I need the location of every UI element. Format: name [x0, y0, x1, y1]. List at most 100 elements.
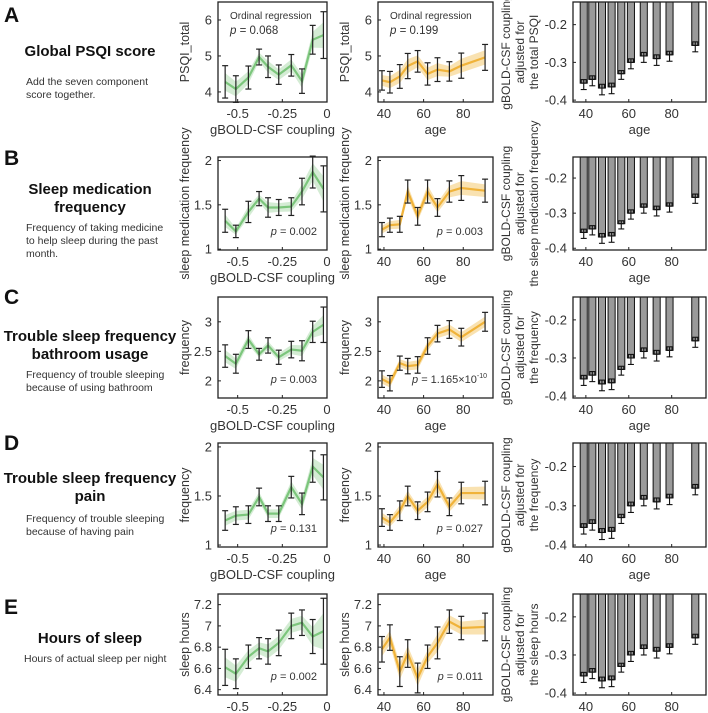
- bar: [652, 296, 661, 355]
- x-tick-label: -0.5: [226, 254, 248, 269]
- panel-description-a: Add the seven component score together.: [26, 76, 149, 101]
- y-tick-label: 5: [205, 48, 212, 63]
- x-axis-label: age: [629, 567, 651, 582]
- bar: [597, 296, 606, 385]
- series-line: [224, 34, 324, 91]
- plot-frame: [572, 1, 707, 103]
- x-axis-label: gBOLD-CSF coupling: [210, 270, 335, 285]
- x-tick-label: 40: [377, 254, 391, 269]
- x-axis-label: gBOLD-CSF coupling: [210, 567, 335, 582]
- y-axis-label: sleep hours: [178, 612, 192, 677]
- error-bar: [666, 493, 673, 506]
- bar-chart-5: gBOLD-CSF coupling adjusted for the sleep …: [499, 120, 707, 287]
- y-tick-label: -0.3: [545, 350, 567, 365]
- y-axis-label: sleep medication frequency: [338, 127, 352, 280]
- error-bar: [692, 483, 699, 496]
- x-tick-label: 40: [377, 551, 391, 566]
- error-bar: [666, 346, 673, 358]
- y-tick-label: -0.2: [545, 459, 567, 474]
- plot-frame: [217, 296, 328, 399]
- y-tick-label: 1.5: [354, 197, 372, 212]
- y-tick-label: 3: [365, 314, 372, 329]
- y-tick-label: 7: [365, 618, 372, 633]
- error-bar: [598, 676, 606, 689]
- y-tick-label: 6.6: [194, 661, 212, 676]
- panel-title-a: Global PSQI score: [24, 43, 156, 60]
- confidence-band: [381, 477, 486, 527]
- bar: [639, 156, 648, 208]
- y-tick-label: 4: [365, 84, 372, 99]
- x-tick-label: 0: [323, 402, 330, 417]
- y-tick-label: -0.4: [545, 538, 567, 553]
- y-axis-label: PSQI_total: [338, 22, 352, 82]
- error-bar: [618, 365, 625, 376]
- annotation-p-value: p = 0.068: [229, 25, 278, 37]
- x-tick-label: 80: [456, 106, 470, 121]
- y-tick-label: 2: [365, 373, 372, 388]
- bar: [665, 296, 674, 351]
- bar: [607, 442, 616, 532]
- bar: [607, 593, 616, 681]
- error-bar: [640, 51, 647, 63]
- series-line: [381, 186, 486, 231]
- y-axis-label-line: the sleep hours: [527, 603, 541, 685]
- panel-title-e: Hours of sleep: [37, 630, 143, 647]
- y-axis-label: sleep hours: [338, 612, 352, 677]
- bar: [626, 442, 635, 507]
- error-bar: [692, 193, 699, 204]
- error-bar: [608, 231, 615, 243]
- y-tick-label: 2: [205, 439, 212, 454]
- panel-letter-c: C: [4, 286, 20, 309]
- y-tick-label: 1: [365, 242, 372, 257]
- error-bar: [627, 58, 635, 70]
- bar: [665, 1, 674, 56]
- error-bar: [653, 646, 660, 659]
- y-tick-label: -0.3: [545, 206, 567, 221]
- x-tick-label: 0: [323, 551, 330, 566]
- x-tick-label: 60: [622, 106, 636, 121]
- error-bar: [653, 497, 660, 510]
- plot-frame: [572, 442, 707, 548]
- error-bar: [653, 54, 660, 66]
- line-chart-12: p = 0.002 sleep hours -0.5 -0.25 0 6.4 6.6 6.8 7…: [178, 593, 331, 713]
- series-line: [381, 620, 486, 681]
- y-tick-label: 7: [205, 618, 212, 633]
- y-tick-label: 2: [365, 439, 372, 454]
- annotation-p-value: p = 1.165×10-10: [411, 373, 487, 386]
- error-bar: [608, 378, 615, 391]
- bar: [626, 1, 635, 63]
- y-axis-label-line: adjusted for: [513, 613, 527, 676]
- annotation-p-value: p = 0.011: [437, 671, 483, 683]
- bar: [579, 296, 588, 380]
- bar: [652, 442, 661, 503]
- error-bar: [640, 644, 647, 656]
- x-tick-label: 0: [323, 699, 330, 713]
- y-axis-label: frequency: [178, 467, 192, 523]
- y-axis-label-line: adjusted for: [513, 21, 527, 84]
- x-tick-label: -0.25: [268, 699, 298, 713]
- x-tick-label: 80: [456, 402, 470, 417]
- bar: [597, 442, 606, 533]
- bar: [626, 156, 635, 214]
- line-chart-3: p = 0.002 sleep medication frequency -0.5 -…: [178, 127, 335, 285]
- y-tick-label: 6.8: [354, 640, 372, 655]
- confidence-band: [381, 615, 486, 687]
- y-axis-label-line: gBOLD-CSF coupling: [499, 0, 513, 110]
- x-tick-label: -0.5: [226, 402, 248, 417]
- x-tick-label: 40: [579, 551, 593, 566]
- bar: [691, 1, 700, 46]
- x-axis-label: age: [629, 122, 651, 137]
- y-tick-label: 1: [205, 538, 212, 553]
- error-bar: [692, 41, 699, 53]
- plot-frame: [377, 593, 494, 696]
- error-bar: [589, 75, 596, 87]
- bar: [617, 296, 626, 370]
- confidence-band: [225, 315, 324, 369]
- bar: [579, 442, 588, 528]
- x-axis-label: age: [425, 270, 447, 285]
- x-tick-label: 80: [664, 551, 678, 566]
- x-tick-label: 0: [323, 254, 330, 269]
- panel-letter-b: B: [4, 147, 20, 170]
- x-tick-label: 60: [416, 551, 430, 566]
- plot-frame: [572, 156, 707, 251]
